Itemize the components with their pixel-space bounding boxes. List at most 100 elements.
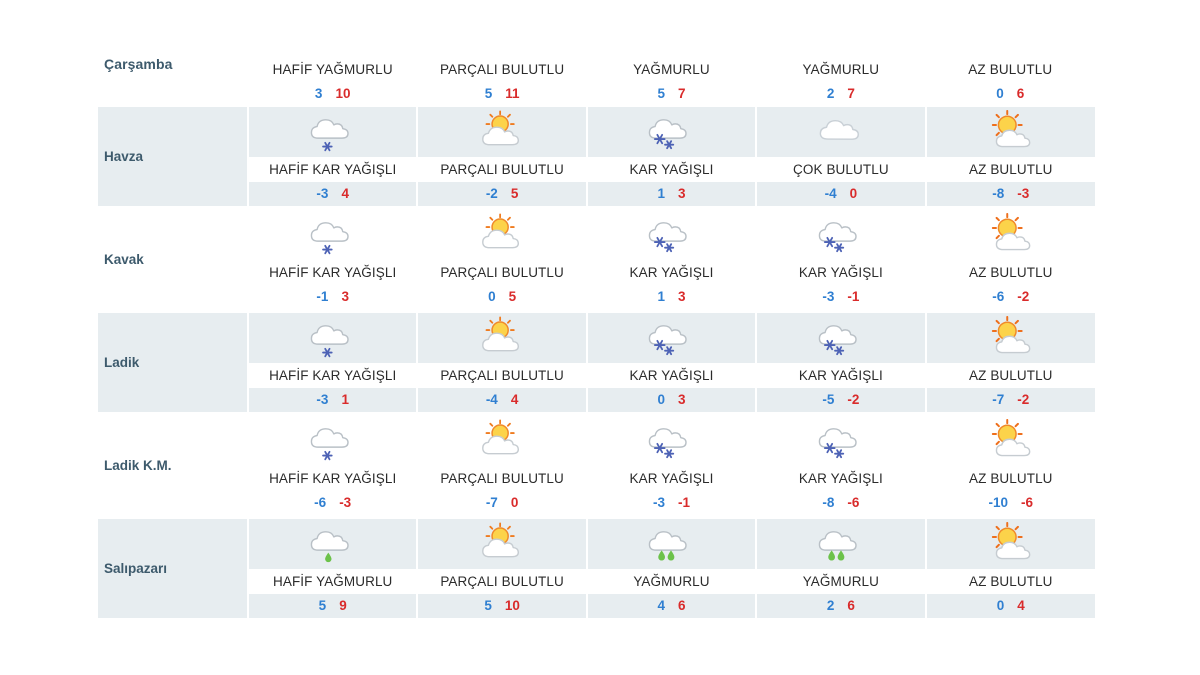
- forecast-cell[interactable]: AZ BULUTLU -6 -2: [924, 210, 1095, 309]
- table-row: Salıpazarı HAFİF YAĞMURLU 5 9 PARÇALI BULUTL…: [98, 519, 1095, 618]
- rain-icon: [757, 519, 925, 569]
- forecast-cell[interactable]: PARÇALI BULUTLU 0 5: [416, 210, 588, 309]
- header-day-column-1: HAFİF YAĞMURLU 3 10: [248, 52, 418, 107]
- temps: -4 4: [418, 388, 586, 412]
- condition-label: HAFİF YAĞMURLU: [249, 569, 417, 594]
- condition-label: AZ BULUTLU: [926, 260, 1095, 285]
- header-max-temp: 10: [335, 86, 351, 101]
- min-temp: 0: [996, 598, 1005, 613]
- forecast-cell[interactable]: HAFİF YAĞMURLU 5 9: [246, 519, 419, 618]
- temps: -7 -2: [926, 388, 1095, 412]
- condition-label: ÇOK BULUTLU: [757, 157, 925, 182]
- place-cell[interactable]: Havza: [98, 107, 249, 206]
- forecast-cell[interactable]: PARÇALI BULUTLU -7 0: [416, 416, 588, 515]
- partly-cloudy-icon: [418, 210, 586, 260]
- forecast-cell[interactable]: HAFİF KAR YAĞIŞLI -1 3: [246, 210, 419, 309]
- min-temp: -3: [822, 289, 835, 304]
- header-condition-label: PARÇALI BULUTLU: [439, 62, 565, 77]
- forecast-cell[interactable]: AZ BULUTLU -7 -2: [924, 313, 1095, 412]
- forecast-cell[interactable]: KAR YAĞIŞLI 0 3: [585, 313, 758, 412]
- forecast-cell[interactable]: PARÇALI BULUTLU -2 5: [416, 107, 588, 206]
- header-min-temp: 3: [314, 86, 323, 101]
- header-condition-label: YAĞMURLU: [802, 62, 880, 77]
- row-divider: [98, 206, 1095, 210]
- forecast-cell[interactable]: AZ BULUTLU -8 -3: [924, 107, 1095, 206]
- temps: -10 -6: [926, 491, 1095, 515]
- row-divider: [98, 412, 1095, 416]
- table-row: Ladik HAFİF KAR YAĞIŞLI -3 1 PARÇALI BULUTLU…: [98, 313, 1095, 412]
- condition-label: PARÇALI BULUTLU: [418, 157, 586, 182]
- min-temp: -7: [992, 392, 1005, 407]
- min-temp: -7: [485, 495, 498, 510]
- row-divider-cell: [98, 309, 1095, 313]
- temps: -7 0: [418, 491, 586, 515]
- condition-label: AZ BULUTLU: [926, 157, 1095, 182]
- forecast-cell[interactable]: PARÇALI BULUTLU -4 4: [416, 313, 588, 412]
- temps: -3 1: [249, 388, 417, 412]
- place-cell[interactable]: Kavak: [98, 210, 249, 309]
- header-condition-label: HAFİF YAĞMURLU: [272, 62, 393, 77]
- header-min-temp: 5: [657, 86, 665, 101]
- forecast-cell[interactable]: YAĞMURLU 4 6: [585, 519, 758, 618]
- forecast-cell[interactable]: KAR YAĞIŞLI 1 3: [585, 107, 758, 206]
- min-temp: -5: [822, 392, 835, 407]
- place-cell[interactable]: Salıpazarı: [98, 519, 249, 618]
- forecast-cell[interactable]: KAR YAĞIŞLI -3 -1: [755, 210, 927, 309]
- forecast-cell[interactable]: HAFİF KAR YAĞIŞLI -3 4: [246, 107, 419, 206]
- max-temp: 0: [510, 495, 519, 510]
- min-temp: -6: [314, 495, 327, 510]
- table-row: Havza HAFİF KAR YAĞIŞLI -3 4 PARÇALI BULUTLU…: [98, 107, 1095, 206]
- forecast-cell[interactable]: KAR YAĞIŞLI -3 -1: [585, 416, 758, 515]
- forecast-cell[interactable]: ÇOK BULUTLU -4 0: [755, 107, 927, 206]
- temps: -6 -2: [926, 285, 1095, 309]
- min-temp: -4: [485, 392, 498, 407]
- row-divider-cell: [98, 206, 1095, 210]
- rain-icon: [587, 519, 756, 569]
- forecast-cell[interactable]: HAFİF KAR YAĞIŞLI -3 1: [246, 313, 419, 412]
- max-temp: -1: [677, 495, 690, 510]
- condition-label: KAR YAĞIŞLI: [587, 157, 756, 182]
- place-label: Kavak: [104, 252, 144, 267]
- min-temp: -2: [485, 186, 498, 201]
- forecast-cell[interactable]: KAR YAĞIŞLI -5 -2: [755, 313, 927, 412]
- condition-label: HAFİF KAR YAĞIŞLI: [249, 157, 417, 182]
- temps: -3 -1: [757, 285, 925, 309]
- overcast-icon: [757, 107, 925, 157]
- header-temps: 3 10: [250, 86, 415, 101]
- max-temp: -6: [1021, 495, 1034, 510]
- forecast-cell[interactable]: KAR YAĞIŞLI -8 -6: [755, 416, 927, 515]
- condition-label: HAFİF KAR YAĞIŞLI: [249, 260, 417, 285]
- forecast-cell[interactable]: YAĞMURLU 2 6: [755, 519, 927, 618]
- condition-label: HAFİF KAR YAĞIŞLI: [249, 466, 417, 491]
- forecast-cell[interactable]: AZ BULUTLU -10 -6: [924, 416, 1095, 515]
- forecast-cell[interactable]: KAR YAĞIŞLI 1 3: [585, 210, 758, 309]
- table-row: Ladik K.M. HAFİF KAR YAĞIŞLI -6 -3 PARÇALI B…: [98, 416, 1095, 515]
- place-cell[interactable]: Ladik: [98, 313, 249, 412]
- forecast-cell[interactable]: AZ BULUTLU 0 4: [924, 519, 1095, 618]
- max-temp: -3: [339, 495, 352, 510]
- few-clouds-icon: [926, 416, 1095, 466]
- place-cell[interactable]: Ladik K.M.: [98, 416, 249, 515]
- forecast-cell[interactable]: PARÇALI BULUTLU 5 10: [416, 519, 588, 618]
- day-header-cell: Çarşamba: [98, 52, 248, 107]
- max-temp: 6: [847, 598, 855, 613]
- min-temp: 1: [657, 186, 665, 201]
- max-temp: -2: [1017, 392, 1030, 407]
- min-temp: 0: [488, 289, 496, 304]
- min-temp: 5: [318, 598, 327, 613]
- snow-icon: [587, 107, 756, 157]
- temps: 5 10: [418, 594, 586, 618]
- min-temp: -10: [988, 495, 1009, 510]
- max-temp: 0: [849, 186, 858, 201]
- forecast-cell[interactable]: HAFİF KAR YAĞIŞLI -6 -3: [246, 416, 419, 515]
- condition-label: YAĞMURLU: [757, 569, 925, 594]
- max-temp: 4: [341, 186, 349, 201]
- row-divider-cell: [98, 515, 1095, 519]
